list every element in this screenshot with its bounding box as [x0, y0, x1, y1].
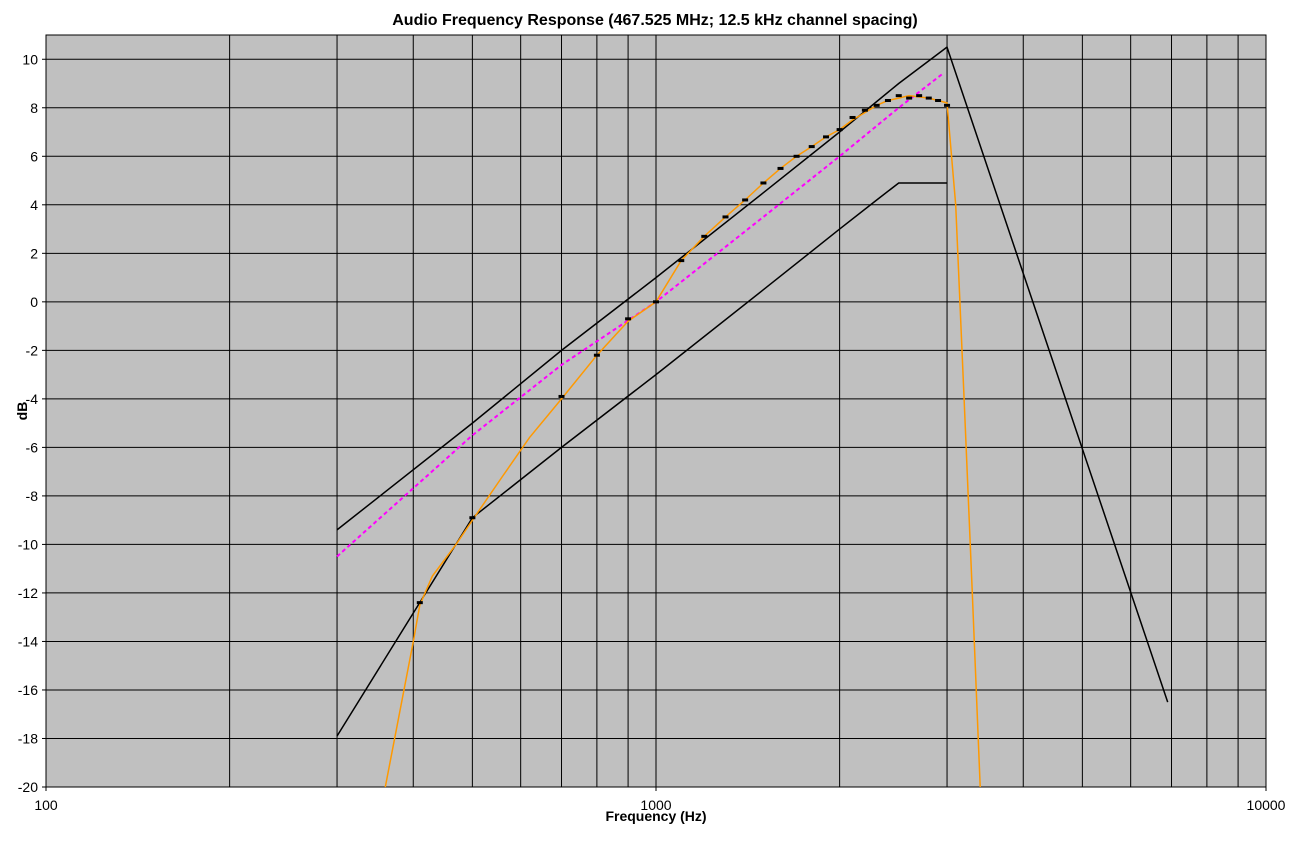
series-line-1: [336, 182, 947, 737]
series-marker: [823, 135, 830, 139]
y-tick-label: 4: [30, 197, 38, 213]
y-tick-label: -10: [18, 536, 38, 552]
y-tick-label: -6: [26, 439, 39, 455]
y-tick-label: -20: [18, 779, 38, 795]
series-marker: [861, 108, 868, 112]
x-tick-label: 1000: [640, 797, 671, 813]
x-tick-label: 100: [34, 797, 58, 813]
y-tick-label: -4: [26, 391, 39, 407]
y-tick-label: 6: [30, 148, 38, 164]
series-marker: [701, 234, 708, 238]
x-tick-label: 10000: [1247, 797, 1286, 813]
series-line-0: [336, 45, 1169, 703]
series-layer: [336, 45, 1169, 788]
y-tick-label: -8: [26, 488, 39, 504]
chart-title: Audio Frequency Response (467.525 MHz; 1…: [392, 12, 917, 29]
series-marker: [760, 181, 767, 185]
series-marker: [593, 353, 600, 357]
series-line-2: [336, 73, 944, 558]
series-marker: [558, 394, 565, 398]
series-marker: [793, 154, 800, 158]
series-marker: [925, 96, 932, 100]
series-marker: [416, 601, 423, 605]
x-axis-label: Frequency (Hz): [605, 808, 706, 824]
series-marker: [469, 516, 476, 520]
series-marker: [836, 128, 843, 132]
series-marker: [678, 259, 685, 263]
y-tick-label: -14: [18, 633, 38, 649]
y-tick-label: -18: [18, 730, 38, 746]
series-marker: [906, 96, 913, 100]
y-tick-label: 8: [30, 100, 38, 116]
series-marker: [742, 198, 749, 202]
series-marker: [808, 145, 815, 149]
series-marker: [849, 115, 856, 119]
y-axis: 10 8 6 4 2 0 -2 -4 -6 -8 -10 -12 -14 -16 -18 -20: [18, 51, 46, 795]
series-marker: [916, 94, 923, 98]
y-tick-label: 10: [22, 51, 38, 67]
series-marker: [935, 98, 942, 102]
series-marker: [722, 215, 729, 219]
x-axis: 100 1000 10000: [34, 787, 1286, 813]
series-marker: [944, 103, 951, 107]
y-tick-label: -12: [18, 585, 38, 601]
series-marker: [777, 166, 784, 170]
grid: [46, 35, 1266, 787]
series-marker: [873, 103, 880, 107]
series-marker: [884, 98, 891, 102]
y-tick-label: -2: [26, 342, 39, 358]
y-tick-label: 2: [30, 245, 38, 261]
series-marker: [895, 94, 902, 98]
y-axis-label: dB: [14, 402, 30, 421]
series-marker: [625, 317, 632, 321]
y-tick-label: -16: [18, 682, 38, 698]
y-tick-label: 0: [30, 294, 38, 310]
series-marker: [653, 300, 659, 304]
